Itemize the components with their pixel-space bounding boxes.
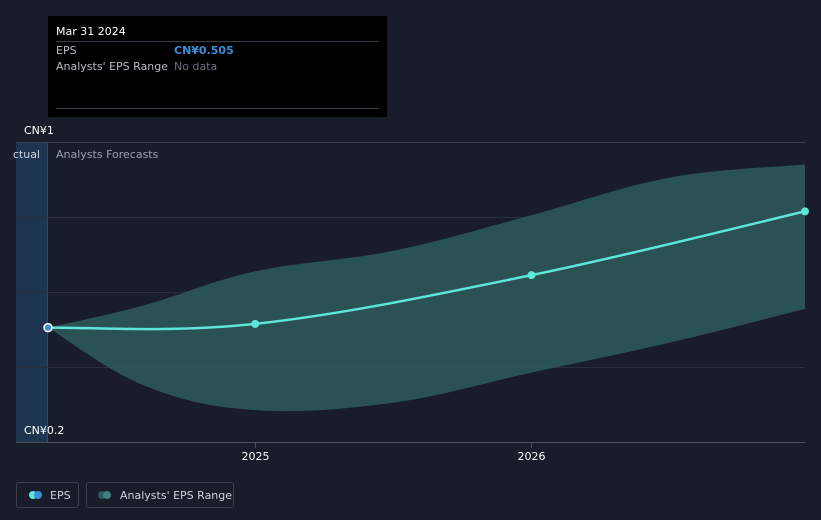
tooltip-eps-row: EPS CN¥0.505 — [56, 41, 379, 59]
eps-points — [43, 207, 809, 333]
x-tick-label: 2025 — [242, 450, 270, 463]
x-tick-label: 2026 — [518, 450, 546, 463]
tooltip: Mar 31 2024 EPS CN¥0.505 Analysts' EPS R… — [48, 16, 387, 117]
tooltip-date: Mar 31 2024 — [56, 25, 126, 38]
tooltip-divider — [56, 108, 379, 109]
analysts-eps-range-area — [48, 164, 805, 412]
legend-range-button[interactable]: Analysts' EPS Range — [86, 482, 234, 508]
legend-range-label: Analysts' EPS Range — [120, 489, 233, 502]
x-ticks: 2025 2026 — [242, 442, 546, 463]
y-label-top: CN¥1 — [24, 124, 54, 137]
tooltip-range-label: Analysts' EPS Range — [56, 60, 169, 73]
eps-legend-icon — [29, 491, 42, 499]
actual-label: ctual — [13, 148, 40, 161]
tooltip-range-row: Analysts' EPS Range No data — [56, 58, 379, 75]
eps-point — [251, 319, 260, 328]
y-label-bottom: CN¥0.2 — [24, 424, 64, 437]
analysts-forecasts-label: Analysts Forecasts — [56, 148, 159, 161]
tooltip-eps-label: EPS — [56, 44, 77, 57]
range-legend-icon — [98, 491, 111, 499]
tooltip-eps-value: CN¥0.505 — [174, 44, 234, 57]
legend-eps-button[interactable]: EPS — [16, 482, 79, 508]
eps-point — [527, 271, 536, 280]
tooltip-range-value: No data — [174, 60, 218, 73]
eps-line — [47, 210, 806, 331]
legend-eps-label: EPS — [50, 489, 71, 502]
eps-point — [801, 207, 809, 216]
eps-point — [43, 322, 53, 333]
